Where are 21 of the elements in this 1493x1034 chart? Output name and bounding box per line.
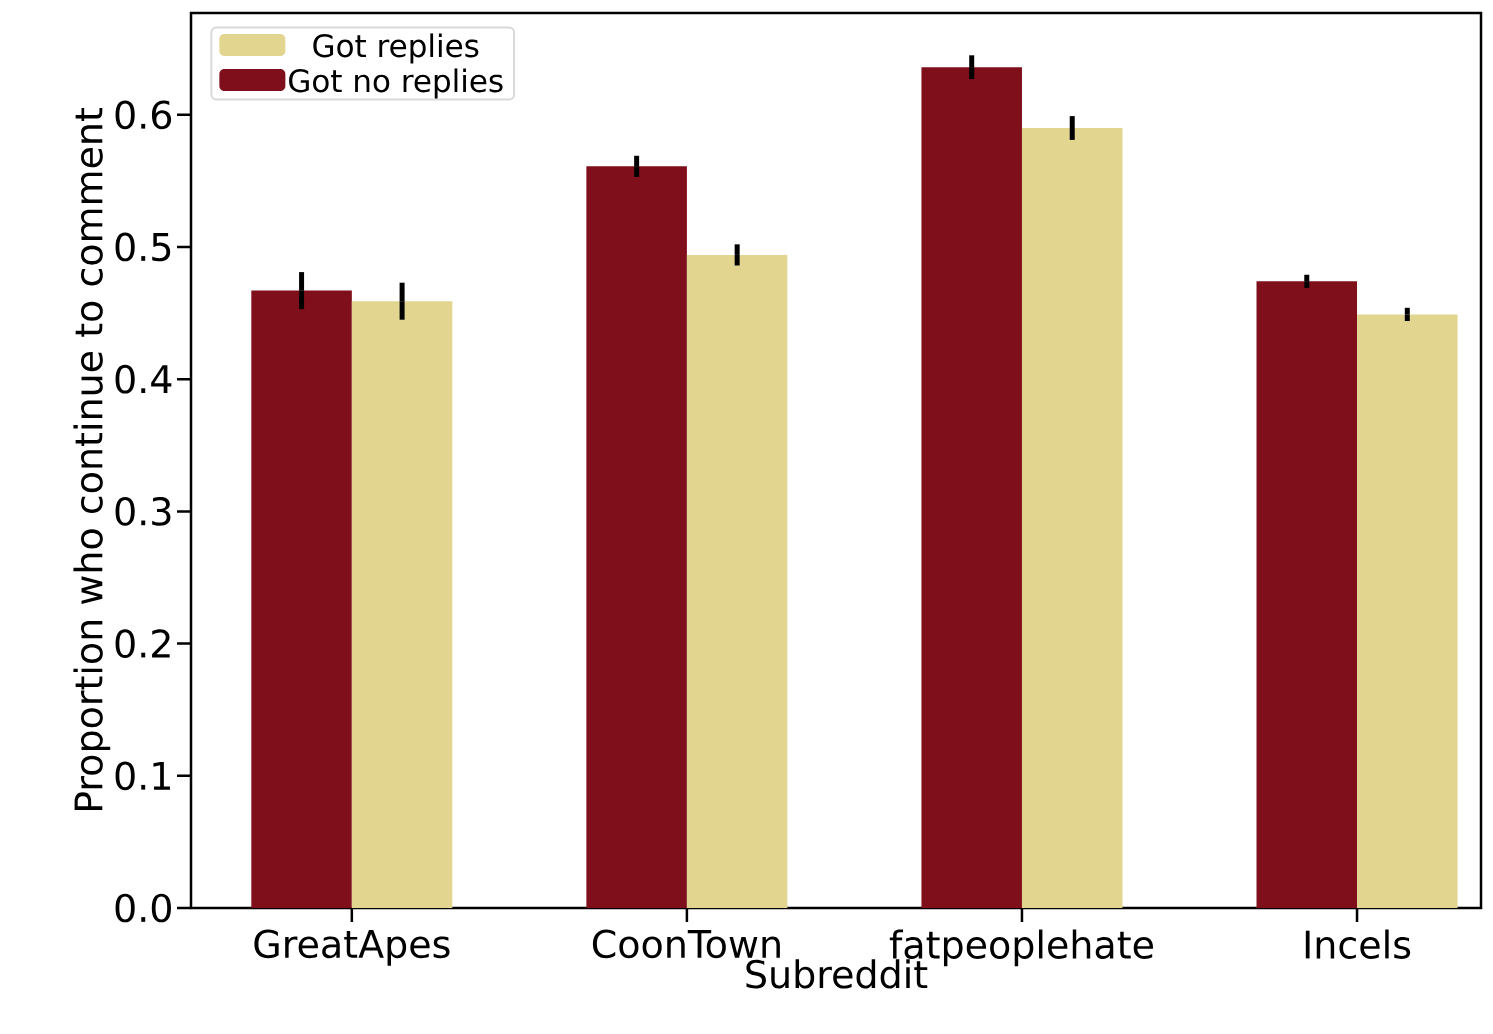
y-tick-label: 0.2	[115, 629, 170, 658]
bar	[921, 67, 1022, 908]
bar	[351, 301, 453, 908]
bar	[686, 254, 788, 908]
y-tick-label: 0.3	[115, 497, 171, 526]
y-tick-label: 0.1	[115, 761, 170, 791]
y-tick-label: 0.6	[115, 100, 172, 130]
bar	[251, 290, 352, 908]
y-tick-label: 0.4	[115, 364, 172, 394]
bar	[586, 166, 687, 908]
y-tick-label: 0.0	[115, 893, 171, 923]
bar	[1256, 281, 1358, 908]
bar	[1357, 314, 1458, 908]
y-axis-title: Proportion who continue to comment	[73, 108, 111, 811]
x-tick-label: CoonTown	[592, 929, 780, 959]
legend-label: Got no replies	[289, 68, 503, 99]
bar	[1021, 128, 1123, 908]
y-tick-label: 0.5	[115, 232, 171, 262]
x-tick-label: Incels	[1305, 929, 1411, 959]
legend-label: Got replies	[313, 33, 479, 64]
x-tick-label: GreatApes	[254, 929, 450, 966]
